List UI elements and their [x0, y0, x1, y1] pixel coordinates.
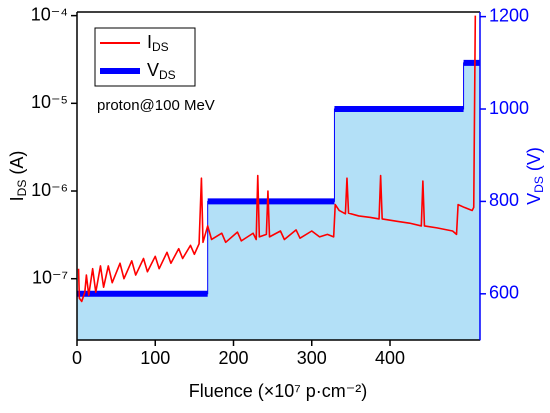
y-tick-label: 10⁻⁴ [31, 4, 68, 24]
i-line [77, 15, 477, 303]
y-tick-label: 10⁻⁷ [32, 267, 68, 287]
x-tick-label: 300 [297, 348, 327, 368]
y2-tick-label: 800 [489, 190, 519, 210]
x-tick-label: 0 [72, 348, 82, 368]
x-tick-label: 400 [375, 348, 405, 368]
legend-label: IDS [147, 32, 169, 54]
y2-tick-label: 600 [489, 283, 519, 303]
y2-tick-label: 1200 [489, 5, 529, 25]
y2-tick-label: 1000 [489, 98, 529, 118]
x-tick-label: 200 [218, 348, 248, 368]
y-tick-label: 10⁻⁵ [31, 92, 68, 112]
y-tick-label: 10⁻⁶ [31, 180, 68, 200]
legend-box [94, 27, 196, 87]
y-axis-label: IDS (A) [7, 151, 29, 202]
x-tick-label: 100 [140, 348, 170, 368]
x-axis-label: Fluence (×10⁷ p·cm⁻²) [189, 381, 368, 401]
legend-label: VDS [147, 60, 176, 82]
annotation: proton@100 MeV [97, 97, 215, 114]
y2-axis-label: VDS (V) [524, 147, 546, 205]
